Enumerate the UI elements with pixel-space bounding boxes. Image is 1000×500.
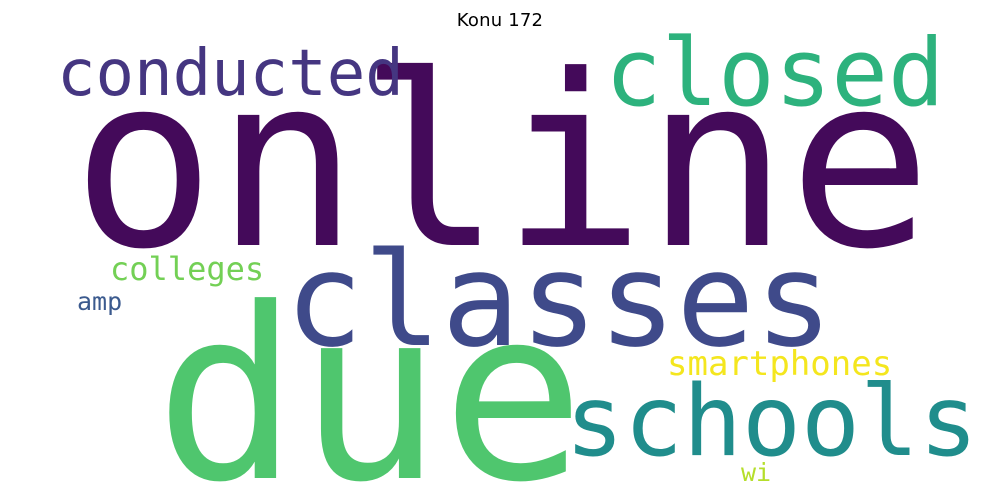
word-smartphones: smartphones (667, 344, 892, 384)
chart-title: Konu 172 (456, 10, 544, 31)
word-amp: amp (77, 287, 122, 316)
word-classes: classes (285, 224, 833, 376)
word-online: online (72, 25, 932, 302)
word-wi: wi (741, 458, 771, 487)
word-closed: closed (605, 19, 945, 128)
word-schools: schools (565, 365, 978, 479)
word-due: due (155, 258, 585, 500)
word-conducted: conducted (57, 37, 404, 111)
word-colleges: colleges (110, 250, 264, 288)
